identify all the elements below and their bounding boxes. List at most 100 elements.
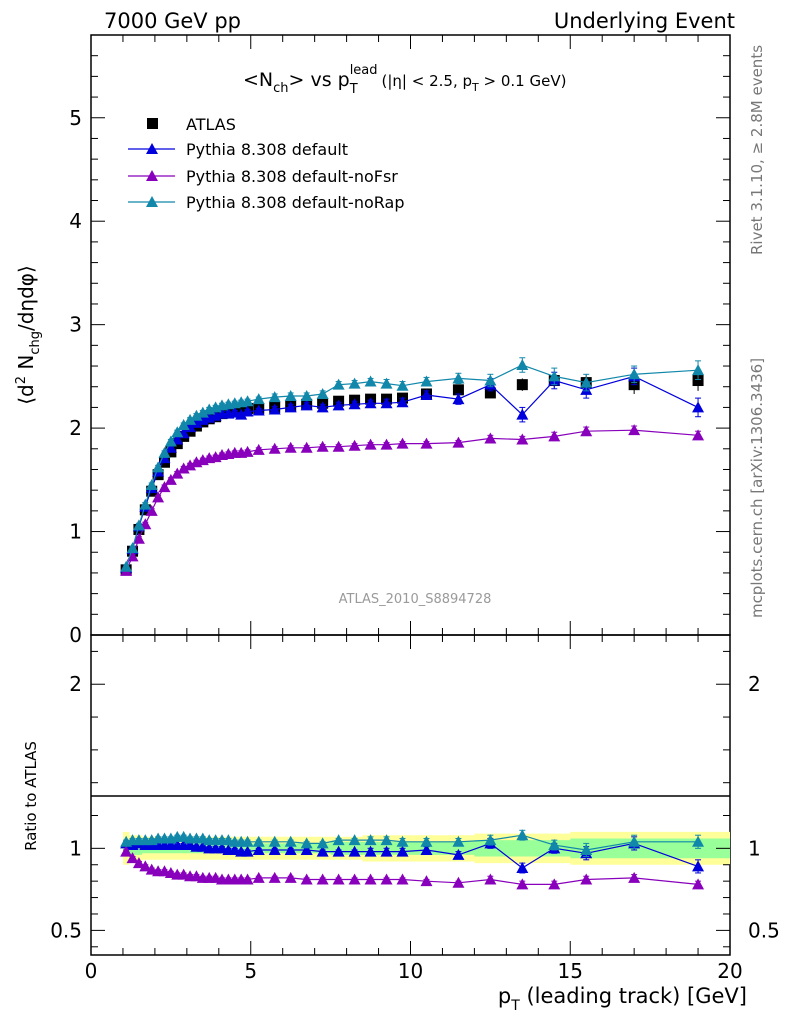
y-tick-label-ratio: 2: [69, 672, 82, 696]
series-3-point: [348, 377, 361, 389]
series-3-point: [452, 372, 465, 384]
series-2-ratio-point: [241, 873, 254, 885]
y-tick-label-main: 5: [69, 106, 82, 130]
series-3-point: [164, 435, 177, 447]
series-3-point: [396, 379, 409, 391]
series-1-ratio-point: [332, 845, 345, 857]
series-3-ratio-point: [396, 835, 409, 847]
header-right: Underlying Event: [554, 9, 735, 33]
series-3-point: [145, 479, 158, 490]
series-1-ratio-point: [396, 845, 409, 857]
series-3-point: [184, 413, 197, 425]
series-1-point: [228, 406, 241, 418]
legend-label-atlas: ATLAS: [186, 115, 236, 134]
series-3-ratio-point: [380, 834, 393, 846]
series-1-ratio-point: [252, 843, 265, 855]
series-2-point: [126, 550, 139, 562]
series-3-point: [158, 446, 171, 458]
legend-marker-norap: [146, 196, 158, 207]
series-2-point: [380, 438, 393, 450]
series-3-ratio-point: [692, 835, 705, 847]
analysis-watermark: ATLAS_2010_S8894728: [339, 592, 492, 607]
series-2-ratio-point: [316, 873, 329, 885]
series-3-point: [152, 461, 165, 473]
series-2-ratio-point: [126, 852, 139, 864]
series-1-point: [364, 397, 377, 409]
series-2-point: [316, 440, 329, 452]
series-2-ratio-point: [132, 857, 145, 869]
series-2-ratio-point: [420, 875, 433, 887]
atlas-point: [516, 379, 528, 391]
y-tick-label-ratio-right: 1: [748, 836, 761, 860]
side-label-rivet: Rivet 3.1.10, ≥ 2.8M events: [748, 45, 766, 255]
series-3-point: [126, 542, 139, 554]
plot-title-open: <: [243, 69, 259, 91]
series-3-point: [139, 498, 152, 510]
series-2-ratio-point: [139, 860, 152, 872]
ylabel-main-sub: chg: [28, 331, 43, 355]
series-3-ratio-point: [332, 834, 345, 846]
series-1-ratio-point: [241, 845, 254, 857]
series-3-point: [300, 390, 313, 402]
plot-title-n: N: [259, 69, 273, 91]
series-3-point: [316, 387, 329, 399]
plot-title-cut-sub: T: [471, 81, 479, 94]
y-axis-label-main: ⟨d2 Nchg/dηdφ⟩: [14, 265, 43, 405]
axis-ticks: 0 5 10 15 20 0 1 2 3 4 5 0.5 0.5 1 1 2 2: [50, 34, 780, 983]
y-tick-label-main: 2: [69, 416, 82, 440]
series-3-ratio-point: [252, 835, 265, 847]
series-1-point: [300, 399, 313, 411]
series-2-ratio-point: [364, 873, 377, 885]
series-3-point: [284, 390, 297, 402]
series-1-point: [164, 441, 177, 453]
atlas-point: [484, 387, 496, 399]
legend: ATLAS Pythia 8.308 default Pythia 8.308 …: [128, 115, 404, 212]
series-1-ratio-point: [380, 845, 393, 857]
series-2-point: [452, 436, 465, 448]
series-2-point: [268, 442, 281, 454]
series-3-ratio-point: [284, 835, 297, 847]
series-1-ratio-point: [268, 843, 281, 855]
ylabel-main-c: /dηdφ⟩: [14, 265, 38, 331]
series-2-point: [364, 438, 377, 450]
series-2-point: [132, 532, 145, 544]
series-3-point: [268, 391, 281, 403]
main-series-group: [120, 357, 705, 576]
ylabel-main-b: N: [14, 355, 38, 376]
series-2-point: [158, 481, 171, 493]
series-2-point: [580, 425, 593, 437]
series-3-ratio-point: [628, 835, 641, 847]
series-2-point: [332, 440, 345, 452]
series-1-ratio-point: [452, 848, 465, 860]
x-tick-label: 10: [398, 959, 423, 983]
series-2-ratio-point: [628, 871, 641, 883]
series-1-ratio-point: [348, 845, 361, 857]
series-2-point: [164, 473, 177, 485]
side-label-mcplots: mcplots.cern.ch [arXiv:1306.3436]: [748, 358, 766, 618]
series-2-point: [420, 437, 433, 449]
series-1-point: [516, 408, 529, 420]
series-1-point: [420, 389, 433, 400]
legend-label-nofsr: Pythia 8.308 default-noFsr: [186, 167, 398, 186]
series-2-point: [284, 441, 297, 453]
series-1-ratio-point: [300, 843, 313, 855]
plot-title-lead-sub: T: [349, 82, 358, 97]
series-2-point: [692, 429, 705, 441]
series-1-point: [171, 433, 184, 445]
header-left: 7000 GeV pp: [104, 9, 241, 33]
xlabel-sub: T: [510, 998, 520, 1014]
y-tick-label-ratio-right: 2: [748, 672, 761, 696]
series-1-point: [332, 399, 345, 411]
legend-label-default: Pythia 8.308 default: [186, 140, 348, 159]
series-1-point: [268, 403, 281, 415]
legend-marker-nofsr: [146, 170, 158, 181]
x-axis-label: pT (leading track) [GeV]: [498, 984, 747, 1014]
legend-marker-default: [146, 143, 158, 154]
series-1-point: [252, 404, 265, 416]
series-3-point: [628, 368, 641, 380]
series-3-point: [241, 395, 254, 407]
series-1-ratio-point: [364, 845, 377, 857]
series-3-ratio-point: [364, 834, 377, 846]
x-tick-label: 20: [717, 959, 742, 983]
